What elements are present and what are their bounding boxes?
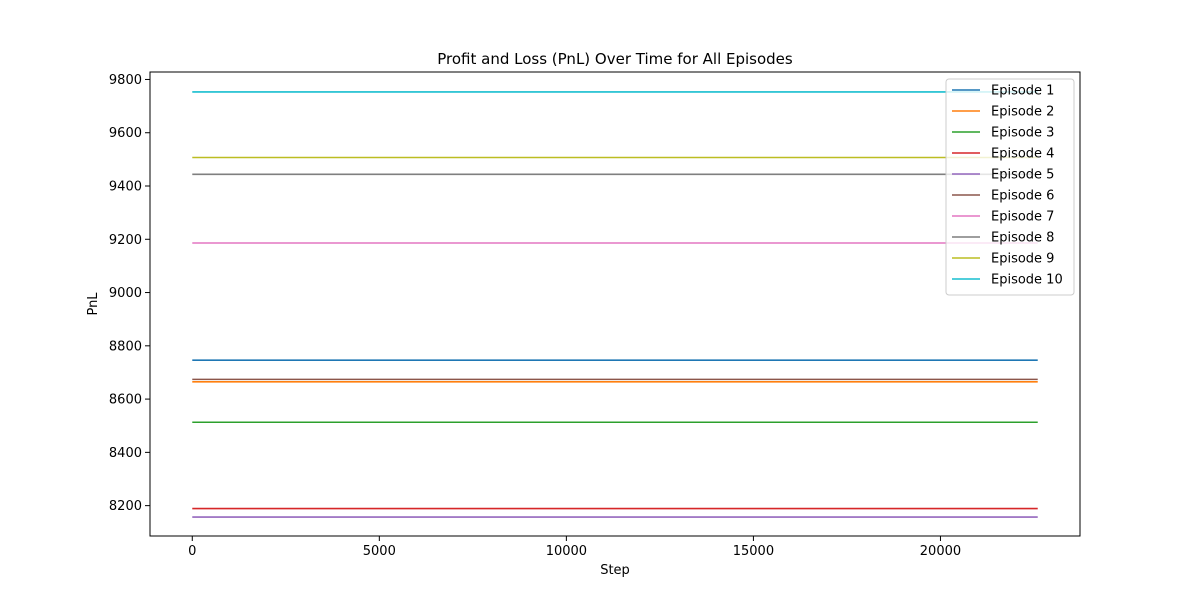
legend: Episode 1 Episode 2 Episode 3 Episode 4 Epis… <box>945 78 1075 296</box>
x-tick-label: 10000 <box>546 544 587 559</box>
plot-lines <box>192 91 1038 518</box>
y-tick-label: 9000 <box>109 286 142 301</box>
plot-frame <box>149 71 1081 537</box>
legend-box <box>945 78 1075 296</box>
x-axis-label: Step <box>600 563 630 578</box>
legend-label-episode-9: Episode 9 <box>991 252 1054 267</box>
y-tick-label: 8600 <box>109 393 142 408</box>
x-tick-label: 5000 <box>363 544 396 559</box>
x-axis: 0 5000 10000 15000 20000 <box>188 536 961 559</box>
y-tick-label: 9200 <box>109 233 142 248</box>
x-tick-label: 15000 <box>733 544 774 559</box>
y-axis-label: PnL <box>86 292 101 316</box>
legend-label-episode-6: Episode 6 <box>991 189 1054 204</box>
legend-label-episode-8: Episode 8 <box>991 231 1054 246</box>
legend-label-episode-5: Episode 5 <box>991 168 1054 183</box>
y-tick-label: 9400 <box>109 180 142 195</box>
y-tick-label: 8400 <box>109 446 142 461</box>
chart-title: Profit and Loss (PnL) Over Time for All … <box>437 50 793 68</box>
y-tick-label: 9800 <box>109 73 142 88</box>
legend-label-episode-1: Episode 1 <box>991 84 1054 99</box>
y-tick-label: 9600 <box>109 126 142 141</box>
y-axis: 8200 8400 8600 8800 9000 9200 9400 9600 9800 <box>109 73 150 514</box>
legend-label-episode-2: Episode 2 <box>991 105 1054 120</box>
legend-label-episode-3: Episode 3 <box>991 126 1054 141</box>
x-tick-label: 20000 <box>920 544 961 559</box>
x-tick-label: 0 <box>188 544 196 559</box>
y-tick-label: 8200 <box>109 499 142 514</box>
legend-label-episode-7: Episode 7 <box>991 210 1054 225</box>
legend-label-episode-10: Episode 10 <box>991 273 1063 288</box>
y-tick-label: 8800 <box>109 339 142 354</box>
legend-label-episode-4: Episode 4 <box>991 147 1054 162</box>
